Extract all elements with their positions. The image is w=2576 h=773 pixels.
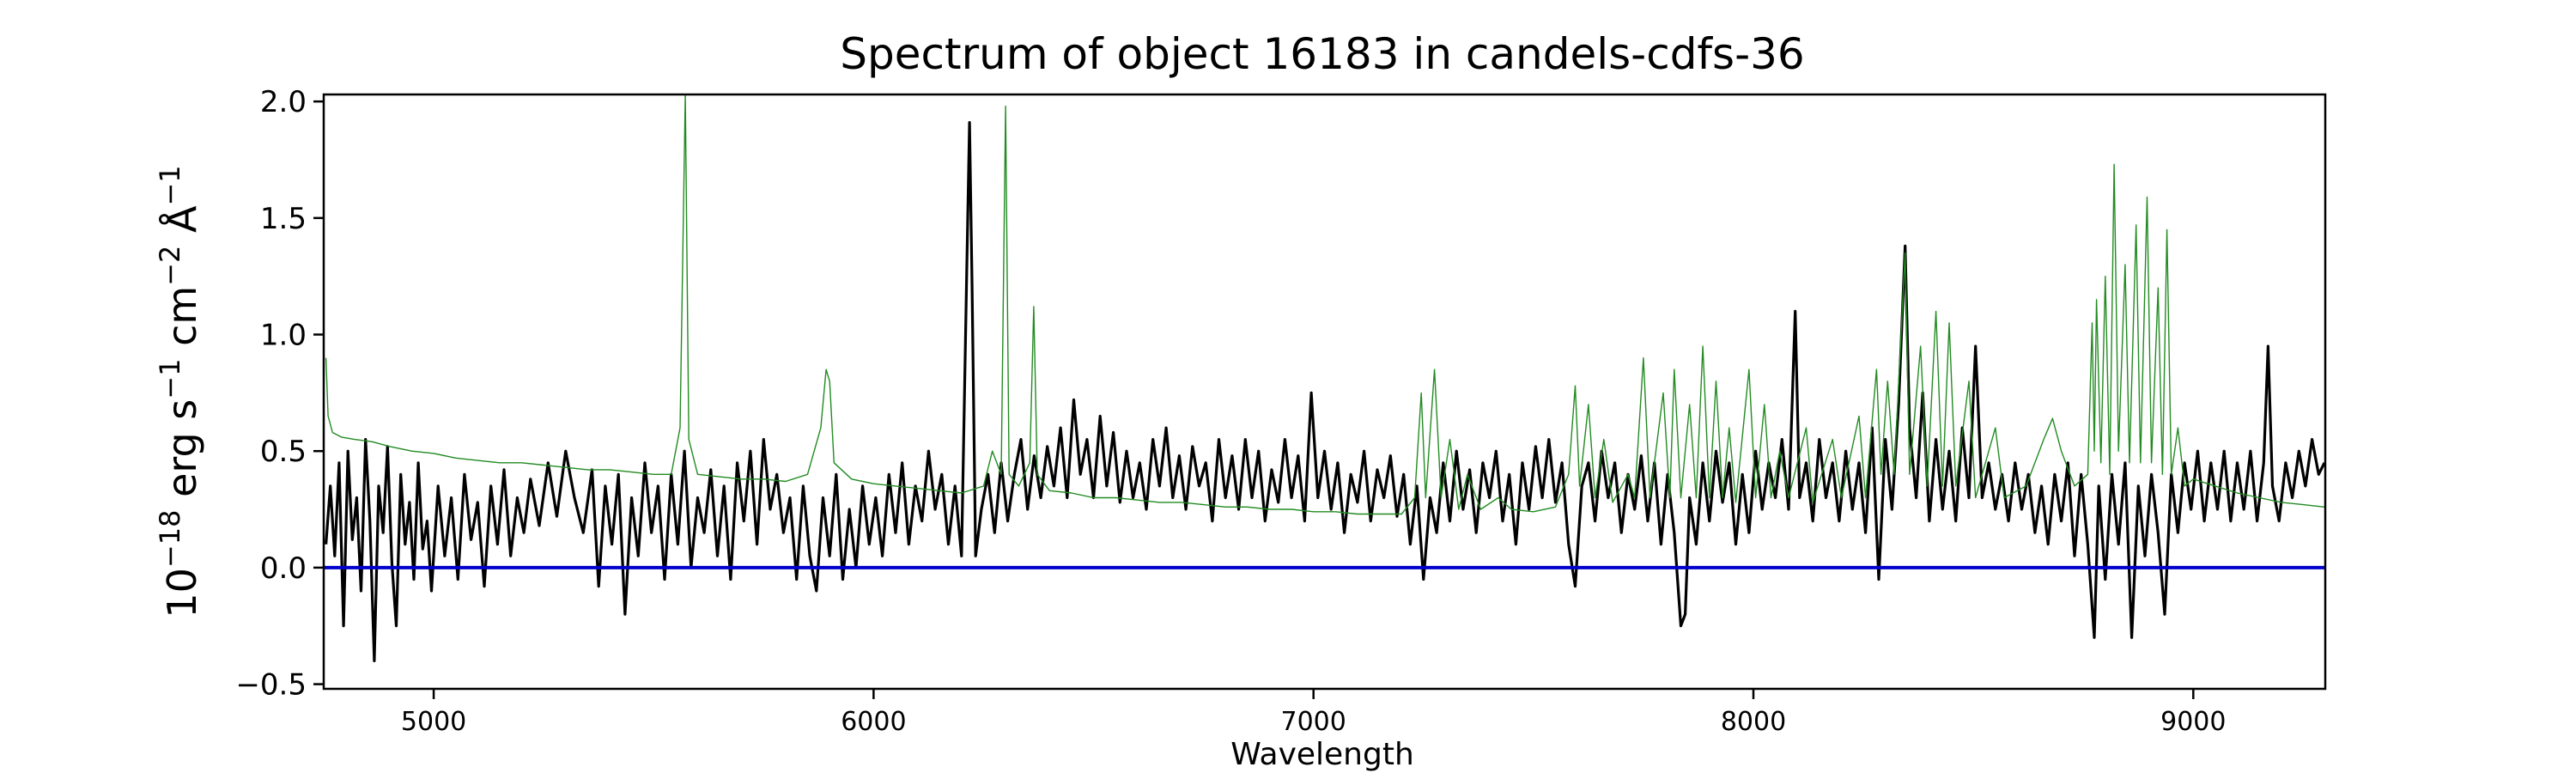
series-line-error	[325, 94, 2325, 515]
chart-title: Spectrum of object 16183 in candels-cdfs…	[840, 29, 1805, 79]
y-tick-label: 0.0	[260, 551, 307, 586]
x-tick-label: 9000	[2160, 707, 2226, 737]
y-tick-label: 1.5	[260, 202, 307, 236]
plot-area	[322, 93, 2327, 691]
x-tick-label: 8000	[1721, 707, 1786, 737]
y-tick-label: 0.5	[260, 435, 307, 469]
y-axis-label: 10−18 erg s−1 cm−2 Å−1	[154, 165, 205, 618]
y-tick-label: 1.0	[260, 319, 307, 353]
y-axis: −0.5 0.0 0.5 1.0 1.5 2.0	[235, 85, 324, 703]
series-layer	[324, 94, 2325, 663]
x-axis-label: Wavelength	[1230, 737, 1414, 772]
series-line-flux	[325, 121, 2325, 663]
x-axis: 5000 6000 7000 8000 9000	[401, 689, 2226, 737]
x-tick-label: 5000	[401, 707, 466, 737]
plot-frame	[322, 93, 2327, 691]
y-tick-label: −0.5	[235, 668, 307, 703]
x-tick-label: 7000	[1281, 707, 1346, 737]
x-tick-label: 6000	[841, 707, 906, 737]
y-tick-label: 2.0	[260, 85, 307, 119]
